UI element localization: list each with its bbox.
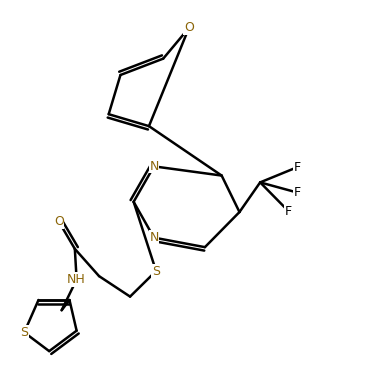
- Text: F: F: [285, 205, 292, 218]
- Text: N: N: [149, 231, 159, 244]
- Text: O: O: [54, 215, 64, 228]
- Text: NH: NH: [67, 273, 86, 286]
- Text: F: F: [294, 160, 301, 174]
- Text: S: S: [152, 264, 160, 278]
- Text: O: O: [184, 21, 194, 34]
- Text: F: F: [294, 186, 301, 199]
- Text: N: N: [149, 160, 159, 173]
- Text: S: S: [20, 326, 28, 339]
